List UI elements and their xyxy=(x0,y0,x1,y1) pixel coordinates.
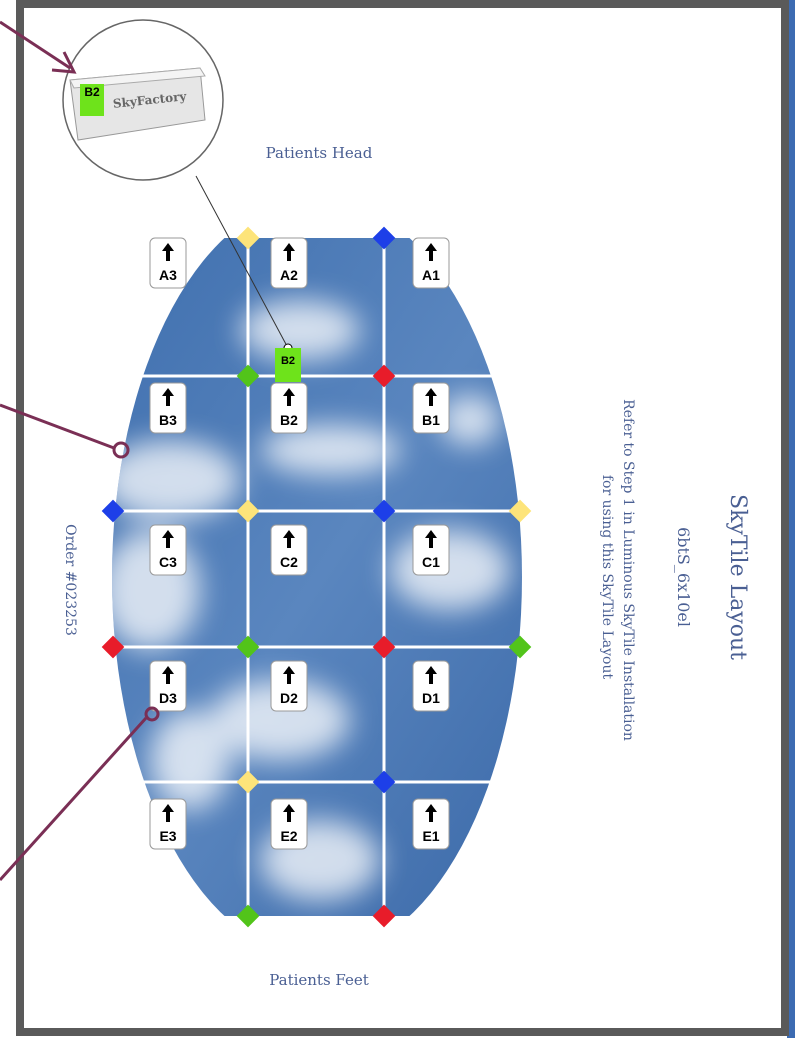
tile-label: D3 xyxy=(159,690,177,706)
tile: E1 xyxy=(412,798,450,850)
tile: E3 xyxy=(149,798,187,850)
tile-label: B2 xyxy=(280,412,298,428)
instruction: Refer to Step 1 in Luminous SkyTile Inst… xyxy=(620,399,636,741)
grid-lines xyxy=(100,238,540,916)
tile: A1 xyxy=(412,237,450,289)
callout-tag-label: B2 xyxy=(84,85,100,99)
tile: B2 xyxy=(270,382,308,434)
diamond xyxy=(508,499,532,523)
tile-label: C2 xyxy=(280,554,298,570)
tile-box xyxy=(149,524,187,576)
tile-box xyxy=(149,660,187,712)
tile-arrow xyxy=(283,530,295,548)
frame xyxy=(16,0,789,1036)
tile-arrow xyxy=(162,243,174,261)
tile: C1 xyxy=(412,524,450,576)
tile-label: C1 xyxy=(422,554,440,570)
tile: A2 xyxy=(270,237,308,289)
diamond xyxy=(372,635,396,659)
tile-arrow xyxy=(162,530,174,548)
code: 6btS_6x10el xyxy=(674,527,693,627)
tile-arrow xyxy=(283,804,295,822)
tile: D1 xyxy=(412,660,450,712)
tile-label: A1 xyxy=(422,267,440,283)
tile-box xyxy=(149,237,187,289)
tile-box xyxy=(270,524,308,576)
tile-label: B1 xyxy=(422,412,440,428)
pointers xyxy=(0,20,160,882)
tile-arrow xyxy=(162,666,174,684)
tile-box xyxy=(412,382,450,434)
diamonds xyxy=(101,226,532,928)
order-number: Order #023253 xyxy=(62,524,78,636)
tile-box xyxy=(149,382,187,434)
tile-box xyxy=(270,382,308,434)
tile: D2 xyxy=(270,660,308,712)
tile-box xyxy=(270,798,308,850)
diamond xyxy=(372,904,396,928)
tile-box xyxy=(149,798,187,850)
tile-arrow xyxy=(425,666,437,684)
tile-arrow xyxy=(162,388,174,406)
tile-arrow xyxy=(162,804,174,822)
diamond xyxy=(101,635,125,659)
callout-tag xyxy=(80,84,104,116)
tile: C3 xyxy=(149,524,187,576)
tile-label: C3 xyxy=(159,554,177,570)
tile-arrow xyxy=(283,388,295,406)
tile-label: A2 xyxy=(280,267,298,283)
tile-arrow xyxy=(283,666,295,684)
diamond xyxy=(372,499,396,523)
tile-label: B3 xyxy=(159,412,177,428)
diamond xyxy=(508,635,532,659)
tile: D3 xyxy=(149,660,187,712)
tile-arrow xyxy=(425,243,437,261)
tile-label: D2 xyxy=(280,690,298,706)
diamond xyxy=(372,364,396,388)
marker-label: B2 xyxy=(281,355,295,367)
diamond xyxy=(372,770,396,794)
tile-box xyxy=(412,798,450,850)
tile-label: E3 xyxy=(159,828,176,844)
tile-arrow xyxy=(425,530,437,548)
tile-label: D1 xyxy=(422,690,440,706)
tile: C2 xyxy=(270,524,308,576)
feet-label: Patients Feet xyxy=(269,971,369,989)
right-strip xyxy=(787,0,795,1038)
tile: B3 xyxy=(149,382,187,434)
tile-label: E2 xyxy=(280,828,297,844)
tile-arrow xyxy=(425,388,437,406)
tile: B1 xyxy=(412,382,450,434)
tile-box xyxy=(270,237,308,289)
tile-box xyxy=(270,660,308,712)
title: SkyTile Layout xyxy=(725,494,750,660)
tile-arrow xyxy=(425,804,437,822)
tile-box xyxy=(412,660,450,712)
tile-label: E1 xyxy=(422,828,439,844)
tile-arrow xyxy=(283,243,295,261)
tile: A3 xyxy=(149,237,187,289)
callout: B2 SkyFactory B2 xyxy=(62,19,301,382)
instruction: for using this SkyTile Layout xyxy=(599,475,615,680)
tile-box xyxy=(412,237,450,289)
tile-box xyxy=(412,524,450,576)
tile-label: A3 xyxy=(159,267,177,283)
diamond xyxy=(101,499,125,523)
tile: E2 xyxy=(270,798,308,850)
head-label: Patients Head xyxy=(266,144,373,162)
tiles: A3 A2 A1 B3 B2 B1 C3 C2 C1 D3 D2 D1 E3 E2 E1 xyxy=(149,237,450,850)
marker xyxy=(275,348,301,382)
